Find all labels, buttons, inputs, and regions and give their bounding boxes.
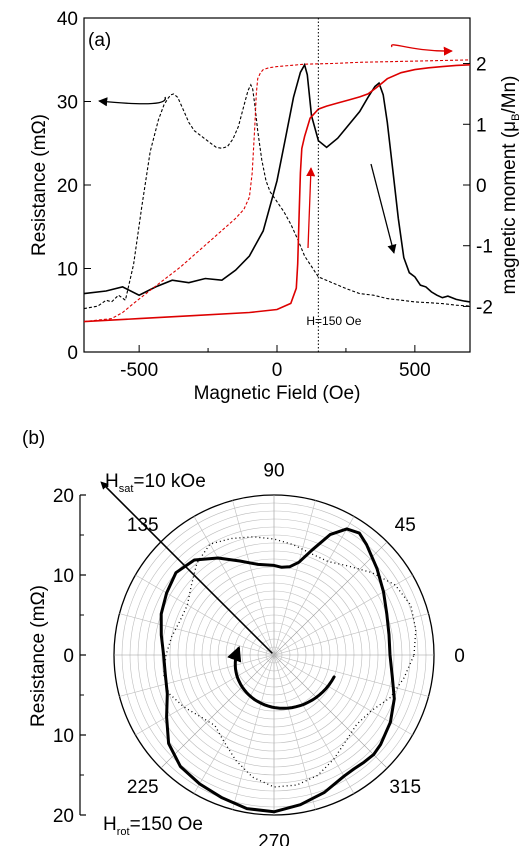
angle-label: 225: [127, 777, 159, 798]
panel-b-label: (b): [22, 428, 45, 449]
h-sat-label: Hsat=10 kOe: [105, 471, 206, 495]
y-tick-label-a: 10: [57, 260, 78, 281]
polar-series-solid: [159, 527, 396, 814]
polar-series-dotted: [163, 536, 417, 788]
polar-grid: [113, 494, 435, 816]
y-tick-label-a: 0: [67, 343, 78, 364]
h-rot-label: Hrot=150 Oe: [103, 814, 203, 838]
arrow-right-axis: [390, 44, 453, 56]
side-axis-ticks: 20 10 0 10 20: [53, 486, 86, 827]
series-group-b: [159, 527, 417, 814]
angle-label: 45: [395, 515, 416, 536]
axis-ticks-a: [84, 17, 470, 353]
angle-label: 270: [258, 832, 290, 846]
y-axis-title-a: Resistance (mΩ): [29, 114, 50, 256]
polar-angle-labels: 0 45 90 135 225 270 315: [127, 460, 465, 846]
y2-tick-label-a: -2: [476, 297, 493, 318]
angle-label: 315: [389, 777, 421, 798]
x-tick-label-a: 0: [272, 360, 283, 381]
marker-line-label: H=150 Oe: [306, 314, 361, 328]
rotation-arrow: [227, 645, 336, 710]
y2-tick-label-a: 2: [476, 55, 487, 76]
side-tick-label: 10: [53, 726, 74, 747]
panel-a: (a) -500 0 500 0 10 20 30 40 -2 -1 0 1 2 H=150 Oe Ma…: [29, 9, 521, 404]
y-tick-label-a: 30: [57, 93, 78, 114]
arrow-field-down: [370, 163, 397, 254]
panel-a-label: (a): [88, 30, 111, 51]
y-axis-title-b: Resistance (mΩ): [28, 585, 49, 727]
series-a-1-dashed-resistance: [84, 83, 470, 310]
x-tick-label-a: -500: [120, 360, 158, 381]
angle-label: 90: [263, 460, 284, 481]
side-tick-label: 0: [63, 646, 74, 667]
x-axis-title-a: Magnetic Field (Oe): [194, 383, 361, 404]
h-sat-arrow: [100, 481, 273, 654]
series-a-0-solid-resistance: [84, 62, 470, 303]
y2-tick-label-a: -1: [476, 237, 493, 258]
tick-labels-a: -500 0 500 0 10 20 30 40 -2 -1 0 1 2: [57, 9, 493, 381]
angle-label: 0: [454, 646, 465, 667]
y-tick-label-a: 40: [57, 9, 78, 30]
angle-label: 135: [127, 515, 159, 536]
y2-tick-label-a: 1: [476, 115, 487, 136]
arrow-field-up: [306, 167, 316, 249]
polar-spoke: [119, 613, 429, 697]
x-tick-label-a: 500: [399, 360, 431, 381]
y-tick-label-a: 20: [57, 176, 78, 197]
panel-b: (b) 0 45 90 135 225 270 315 Hsat=10 kOe Hrot=1…: [22, 428, 465, 846]
arrow-left-axis: [98, 96, 166, 107]
series-a-3-dashed-moment: [84, 59, 470, 323]
side-tick-label: 20: [53, 486, 74, 507]
side-tick-label: 10: [53, 566, 74, 587]
y2-axis-title-a: magnetic moment (μB/Mn): [499, 76, 521, 295]
y2-tick-label-a: 0: [476, 176, 487, 197]
series-group-a: [84, 59, 470, 323]
side-tick-label: 20: [53, 806, 74, 827]
